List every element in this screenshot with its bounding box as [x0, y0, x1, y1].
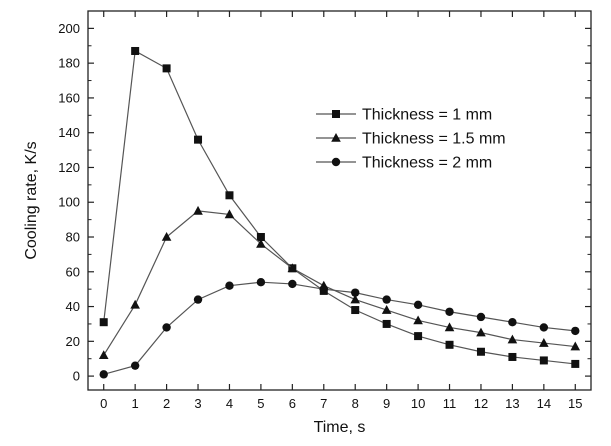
data-point-triangle	[413, 315, 423, 325]
data-point-triangle	[570, 341, 581, 351]
x-tick-label: 10	[411, 396, 425, 411]
series-line-circle	[103, 281, 576, 375]
data-point-triangle	[381, 305, 392, 314]
y-tick-label: 20	[66, 334, 80, 349]
x-tick-label: 12	[474, 396, 488, 411]
x-tick-label: 11	[443, 396, 457, 411]
data-point-triangle	[130, 299, 140, 309]
data-point-circle	[162, 323, 171, 332]
data-point-circle	[539, 323, 549, 332]
legend-marker-triangle	[331, 133, 341, 142]
data-point-square	[99, 318, 108, 327]
x-tick-label: 5	[257, 396, 264, 411]
y-axis-ticks: 0 20 40 60 80 100 120 140 160 180 200	[58, 21, 591, 384]
data-point-circle	[256, 278, 266, 287]
data-point-circle	[445, 307, 454, 316]
data-point-triangle	[476, 327, 486, 337]
data-point-circle	[319, 284, 328, 294]
y-tick-label: 60	[66, 264, 80, 279]
y-tick-label: 120	[58, 160, 80, 175]
y-tick-label: 80	[66, 230, 80, 245]
data-point-circle	[508, 317, 517, 327]
legend-label: Thickness = 2 mm	[362, 155, 492, 172]
x-tick-label: 15	[568, 396, 582, 411]
data-point-triangle	[539, 338, 549, 347]
data-point-square	[382, 319, 391, 328]
series-triangle	[98, 205, 581, 360]
data-point-circle	[413, 300, 423, 310]
data-point-square	[162, 64, 171, 73]
data-point-circle	[130, 361, 140, 370]
legend-label: Thickness = 1.5 mm	[362, 131, 506, 148]
series-line-triangle	[103, 210, 576, 356]
data-point-square	[194, 135, 203, 144]
data-point-circle	[382, 295, 391, 304]
y-tick-label: 180	[58, 56, 80, 71]
y-tick-label: 40	[66, 299, 80, 314]
legend-label: Thickness = 1 mm	[362, 107, 492, 124]
data-point-triangle	[507, 334, 518, 344]
data-point-square	[256, 233, 265, 242]
x-tick-label: 6	[289, 396, 296, 411]
data-point-triangle	[98, 350, 109, 360]
data-point-square	[351, 306, 360, 315]
series-line-square	[103, 50, 576, 365]
y-tick-label: 200	[58, 21, 80, 36]
x-tick-label: 1	[132, 396, 139, 411]
data-point-triangle	[444, 322, 455, 332]
data-point-circle	[351, 288, 360, 297]
x-axis-title: Time, s	[314, 419, 366, 436]
data-point-triangle	[161, 232, 172, 241]
legend-marker-square	[332, 110, 340, 118]
data-point-circle	[99, 370, 108, 379]
x-tick-label: 2	[163, 396, 170, 411]
series-square	[99, 46, 580, 368]
data-point-circle	[193, 295, 203, 304]
series-layer	[98, 46, 581, 379]
data-point-square	[225, 191, 234, 200]
data-point-triangle	[350, 294, 361, 304]
data-point-triangle	[287, 263, 298, 273]
y-tick-label: 160	[58, 90, 80, 105]
y-tick-label: 0	[73, 369, 80, 384]
legend: Thickness = 1 mm Thickness = 1.5 mm Thickn…	[316, 107, 506, 172]
data-point-circle	[288, 279, 297, 289]
y-tick-label: 100	[58, 195, 80, 210]
x-tick-label: 14	[537, 396, 551, 411]
x-tick-label: 8	[352, 396, 359, 411]
x-tick-label: 0	[100, 396, 107, 411]
data-point-circle	[571, 326, 580, 336]
x-tick-label: 9	[383, 396, 390, 411]
data-point-square	[445, 340, 454, 349]
data-point-square	[476, 347, 485, 356]
data-point-square	[414, 332, 423, 341]
series-circle	[99, 278, 580, 379]
data-point-square	[508, 352, 517, 361]
legend-marker-circle	[331, 157, 341, 167]
y-tick-label: 140	[58, 125, 80, 140]
data-point-circle	[476, 312, 486, 322]
plot-frame	[87, 10, 592, 391]
data-point-triangle	[256, 238, 266, 248]
x-tick-label: 4	[226, 396, 233, 411]
data-point-square	[539, 356, 548, 365]
x-axis-ticks: 0 1 2 3 4 5 6 7 8 9 10 11 12 13 14 15	[100, 11, 583, 411]
x-tick-label: 3	[194, 396, 201, 411]
data-point-circle	[225, 281, 234, 290]
data-point-triangle	[193, 205, 203, 215]
data-point-square	[571, 359, 580, 368]
plot-border	[87, 10, 592, 391]
data-point-triangle	[224, 209, 235, 219]
x-tick-label: 7	[320, 396, 327, 411]
x-tick-label: 13	[505, 396, 519, 411]
y-axis-title: Cooling rate, K/s	[23, 141, 40, 259]
data-point-square	[131, 46, 140, 55]
